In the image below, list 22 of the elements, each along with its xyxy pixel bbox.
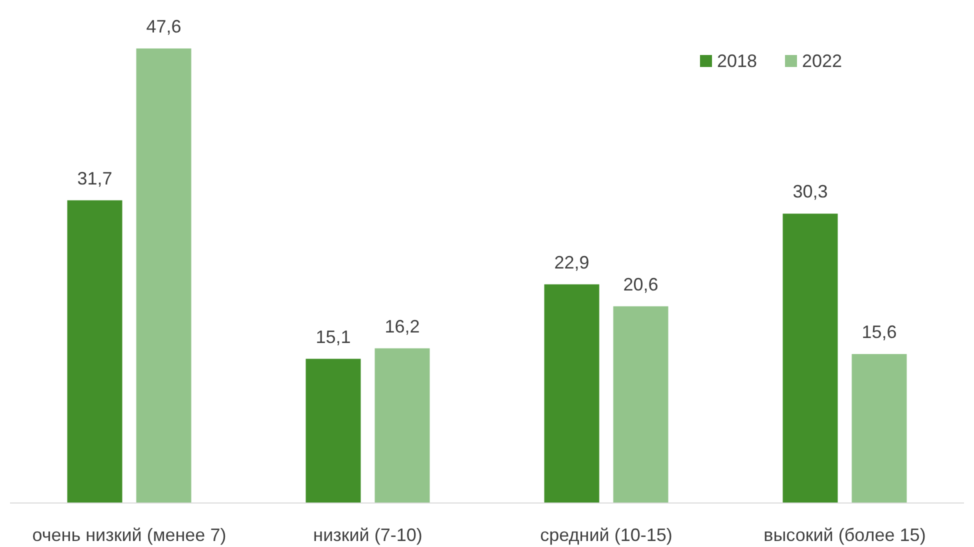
bar [136, 48, 192, 503]
data-label: 47,6 [146, 16, 182, 36]
x-tick-label: высокий (более 15) [764, 525, 926, 545]
data-label: 22,9 [554, 252, 590, 272]
bar [544, 284, 600, 503]
x-tick-label: средний (10-15) [540, 525, 672, 545]
bar [374, 348, 430, 503]
data-label: 20,6 [623, 274, 658, 294]
bar [67, 200, 122, 503]
bar [613, 306, 668, 503]
x-tick-label: низкий (7-10) [313, 525, 422, 545]
data-label: 15,1 [316, 326, 351, 347]
legend-label: 2018 [717, 51, 758, 71]
bar [782, 214, 838, 503]
data-label: 15,6 [862, 322, 897, 342]
data-label: 31,7 [77, 168, 112, 188]
x-tick-label: очень низкий (менее 7) [32, 525, 226, 545]
bar [306, 358, 361, 503]
data-label: 16,2 [384, 316, 420, 336]
bar [852, 354, 907, 503]
legend-label: 2022 [802, 51, 842, 71]
data-label: 30,3 [792, 182, 828, 202]
